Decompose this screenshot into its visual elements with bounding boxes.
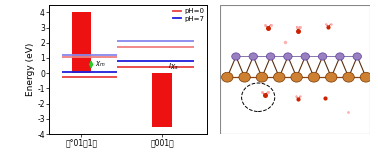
- Circle shape: [336, 53, 344, 60]
- Circle shape: [266, 53, 275, 60]
- Text: $I\chi_{s}$: $I\chi_{s}$: [168, 62, 178, 72]
- Circle shape: [256, 72, 268, 82]
- Circle shape: [301, 53, 310, 60]
- Circle shape: [284, 53, 292, 60]
- Circle shape: [274, 72, 285, 82]
- Circle shape: [232, 53, 240, 60]
- Circle shape: [325, 72, 337, 82]
- Circle shape: [343, 72, 354, 82]
- Bar: [72, 12, 91, 73]
- Circle shape: [353, 53, 361, 60]
- Circle shape: [360, 72, 372, 82]
- Y-axis label: Energy (eV): Energy (eV): [26, 43, 34, 96]
- Circle shape: [222, 72, 233, 82]
- Circle shape: [239, 72, 250, 82]
- Circle shape: [318, 53, 327, 60]
- Legend: pH=0, pH=7: pH=0, pH=7: [173, 8, 204, 22]
- Text: $\chi_{m}$: $\chi_{m}$: [95, 60, 106, 69]
- Circle shape: [291, 72, 302, 82]
- Circle shape: [308, 72, 320, 82]
- Bar: [152, 73, 172, 127]
- Circle shape: [249, 53, 257, 60]
